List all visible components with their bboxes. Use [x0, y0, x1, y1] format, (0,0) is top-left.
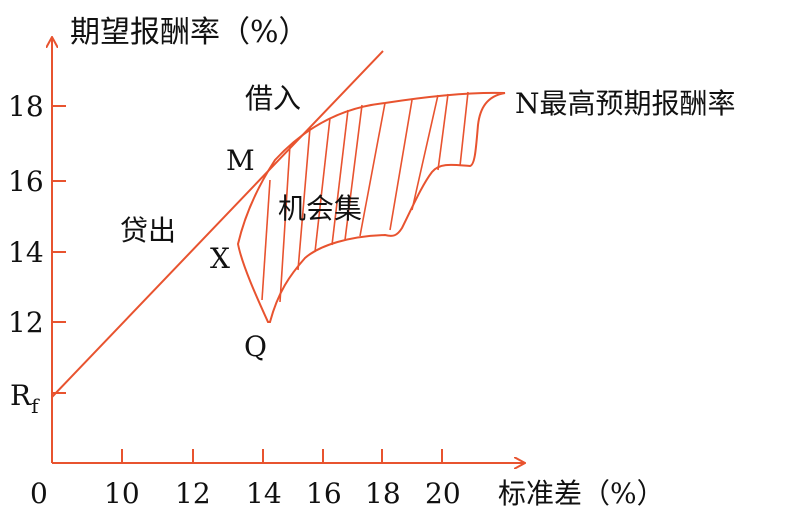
y-tick-label: 14 [8, 236, 44, 269]
x-tick-label: 12 [175, 477, 211, 510]
x-tick-label: 20 [425, 477, 461, 510]
y-tick-label: 16 [8, 165, 44, 198]
n-point-label: N最高预期报酬率 [515, 87, 736, 120]
x-point-label: X [210, 242, 230, 275]
rf-label: Rf [10, 379, 40, 418]
y-tick-marks [52, 105, 66, 394]
lend-label: 贷出 [120, 214, 176, 247]
x-tick-label: 10 [104, 477, 140, 510]
borrow-label: 借入 [245, 82, 301, 115]
opportunity-set-label: 机会集 [278, 192, 362, 225]
y-tick-label: 12 [8, 306, 44, 339]
origin-label: 0 [30, 477, 48, 510]
y-axis-label: 期望报酬率（%） [70, 15, 309, 50]
x-tick-marks [121, 449, 443, 463]
x-tick-label: 18 [365, 477, 401, 510]
m-point-label: M [226, 144, 255, 177]
x-tick-label: 16 [306, 477, 342, 510]
capital-market-line [51, 50, 384, 398]
opportunity-set-hatching [261, 91, 469, 303]
y-tick-label: 18 [8, 90, 44, 123]
x-tick-label: 14 [246, 477, 282, 510]
opportunity-set-boundary [236, 91, 506, 323]
x-axis-label: 标准差（%） [498, 477, 665, 510]
q-point-label: Q [244, 330, 267, 363]
